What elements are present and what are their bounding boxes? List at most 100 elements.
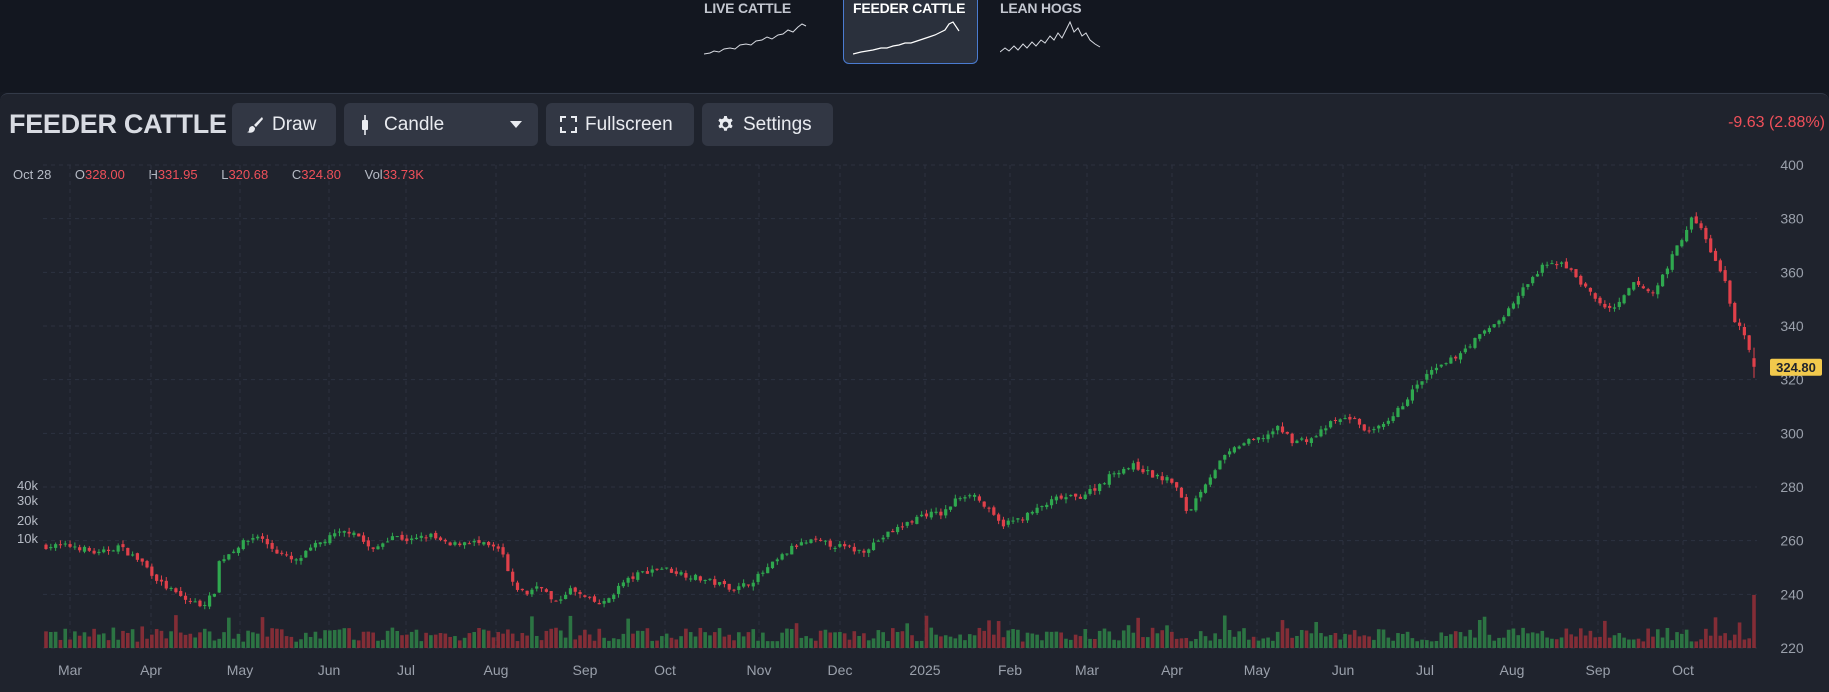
- candle-body: [1184, 497, 1188, 511]
- volume-bar: [635, 630, 640, 648]
- candle-body: [1136, 461, 1140, 470]
- candle-body: [1665, 268, 1669, 275]
- candle-body: [992, 507, 996, 515]
- candle-body: [886, 531, 890, 537]
- volume-bar: [679, 636, 683, 648]
- volume-bar: [1391, 640, 1395, 648]
- volume-bar: [900, 631, 905, 648]
- volume-tick-label: 30k: [17, 493, 38, 508]
- volume-bar: [1737, 622, 1742, 648]
- candle-body: [1627, 288, 1631, 296]
- volume-bar: [140, 626, 145, 648]
- candle-body: [929, 511, 933, 518]
- candle-body: [1733, 302, 1737, 323]
- candle-body: [1266, 434, 1270, 440]
- price-tick-label: 400: [1780, 157, 1804, 173]
- close-value: 324.80: [301, 167, 341, 182]
- tab-feeder-cattle[interactable]: FEEDER CATTLE: [843, 0, 978, 64]
- candle-body: [1189, 509, 1193, 511]
- candle-body: [535, 586, 539, 589]
- volume-bar: [1530, 632, 1535, 648]
- volume-bar: [1434, 640, 1439, 648]
- volume-bar: [1444, 635, 1448, 648]
- candle-body: [1122, 468, 1126, 474]
- volume-bar: [385, 630, 390, 648]
- volume-bar: [1554, 639, 1559, 648]
- volume-bar: [1723, 633, 1727, 648]
- volume-bar: [135, 641, 140, 648]
- candle-body: [1559, 262, 1564, 264]
- time-tick-label: Apr: [1161, 662, 1183, 678]
- high-label: H: [148, 167, 158, 182]
- chevron-down-icon: [510, 121, 522, 128]
- candle-body: [1117, 472, 1121, 475]
- settings-button[interactable]: Settings: [702, 103, 833, 146]
- volume-bar: [1752, 594, 1756, 648]
- candle-body: [419, 535, 423, 538]
- candle-body: [318, 542, 322, 545]
- candle-body: [972, 494, 977, 497]
- candle-body: [347, 531, 351, 534]
- volume-bar: [886, 641, 890, 648]
- candle-body: [265, 538, 269, 545]
- candle-body: [169, 587, 173, 589]
- volume-bar: [477, 627, 481, 648]
- candle-body: [1641, 286, 1645, 289]
- candle-body: [159, 579, 164, 582]
- volume-bar: [58, 639, 63, 648]
- high-value: 331.95: [157, 167, 198, 182]
- volume-bar: [395, 630, 400, 648]
- candle-body: [616, 585, 621, 594]
- volume-bar: [174, 615, 178, 648]
- candle-body: [111, 550, 115, 552]
- candle-body: [1357, 418, 1362, 425]
- candle-body: [280, 552, 284, 554]
- candle-body: [337, 531, 342, 533]
- volume-bar: [669, 637, 674, 648]
- fullscreen-button[interactable]: Fullscreen: [546, 103, 694, 146]
- candle-body: [207, 595, 212, 607]
- volume-bar: [1742, 639, 1747, 648]
- volume-bar: [708, 635, 712, 648]
- volume-bar: [587, 634, 592, 648]
- volume-bar: [1631, 639, 1636, 648]
- tab-lean-hogs[interactable]: LEAN HOGS: [991, 0, 1126, 64]
- volume-bar: [337, 629, 342, 648]
- volume-bar: [1482, 616, 1487, 648]
- candle-body: [1603, 303, 1607, 308]
- chart-type-dropdown[interactable]: Candle: [344, 103, 538, 146]
- draw-button[interactable]: Draw: [232, 103, 336, 146]
- volume-bar: [539, 640, 544, 648]
- candle-body: [689, 578, 693, 580]
- candle-body: [939, 511, 943, 516]
- brush-icon: [247, 116, 263, 133]
- candle-body: [333, 533, 337, 537]
- candle-body: [775, 559, 779, 562]
- volume-bar: [328, 630, 332, 648]
- candle-body: [559, 599, 563, 601]
- volume-bar: [549, 628, 553, 648]
- volume-bar: [1295, 635, 1299, 648]
- volume-bar: [1617, 633, 1622, 648]
- candle-body: [1670, 254, 1674, 270]
- volume-bar: [1367, 636, 1371, 648]
- volume-bar: [833, 632, 837, 648]
- volume-bar: [106, 640, 111, 648]
- volume-bar: [1174, 638, 1179, 648]
- candle-body: [660, 568, 664, 570]
- volume-bar: [323, 630, 327, 648]
- candle-body: [188, 600, 192, 602]
- tab-live-cattle[interactable]: LIVE CATTLE: [695, 0, 830, 64]
- time-tick-label: Jul: [1416, 662, 1434, 678]
- candle-body: [313, 542, 318, 548]
- candle-body: [785, 553, 789, 555]
- volume-bar: [794, 623, 799, 648]
- candle-body: [703, 580, 707, 582]
- candle-body: [655, 568, 659, 570]
- volume-bar: [640, 630, 645, 648]
- price-tick-label: 280: [1780, 479, 1804, 495]
- volume-bar: [472, 631, 477, 648]
- candle-body: [679, 572, 683, 575]
